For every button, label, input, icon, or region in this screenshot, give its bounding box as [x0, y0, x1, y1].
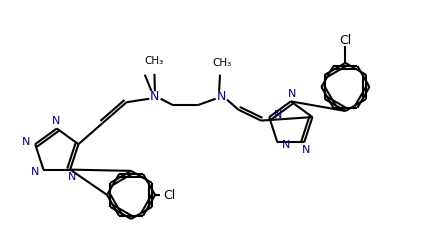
Text: N: N — [52, 116, 60, 126]
Text: Cl: Cl — [163, 189, 175, 202]
Text: N: N — [68, 173, 76, 182]
Text: N: N — [217, 90, 226, 104]
Text: N: N — [31, 167, 39, 177]
Text: CH₃: CH₃ — [144, 56, 163, 66]
Text: N: N — [282, 140, 290, 150]
Text: N: N — [288, 88, 296, 98]
Text: N: N — [274, 110, 282, 120]
Text: Cl: Cl — [339, 34, 351, 47]
Text: N: N — [302, 145, 311, 155]
Text: N: N — [150, 90, 160, 104]
Text: CH₃: CH₃ — [212, 58, 232, 68]
Text: N: N — [22, 137, 31, 147]
